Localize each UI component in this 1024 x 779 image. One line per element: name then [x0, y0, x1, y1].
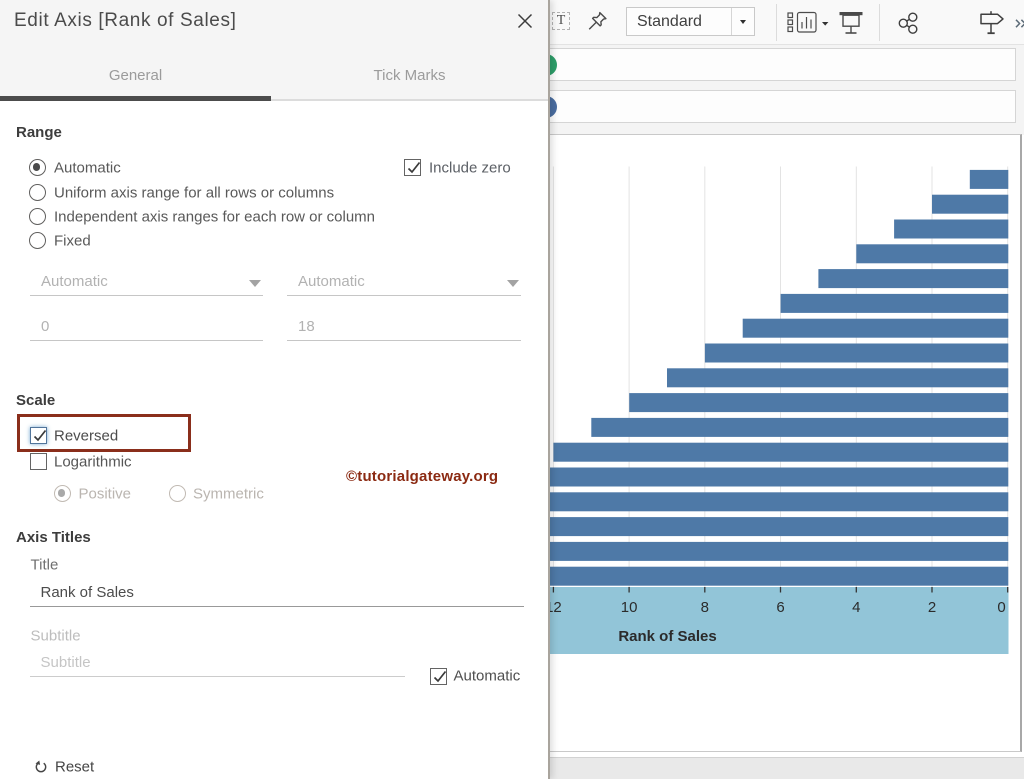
svg-text:6: 6 — [776, 599, 784, 616]
svg-text:0: 0 — [997, 599, 1005, 616]
svg-text:4: 4 — [852, 599, 860, 616]
svg-text:12: 12 — [549, 599, 562, 616]
svg-text:8: 8 — [701, 599, 709, 616]
svg-text:2: 2 — [928, 599, 936, 616]
svg-text:Rank of Sales: Rank of Sales — [618, 628, 716, 645]
svg-text:10: 10 — [621, 599, 638, 616]
